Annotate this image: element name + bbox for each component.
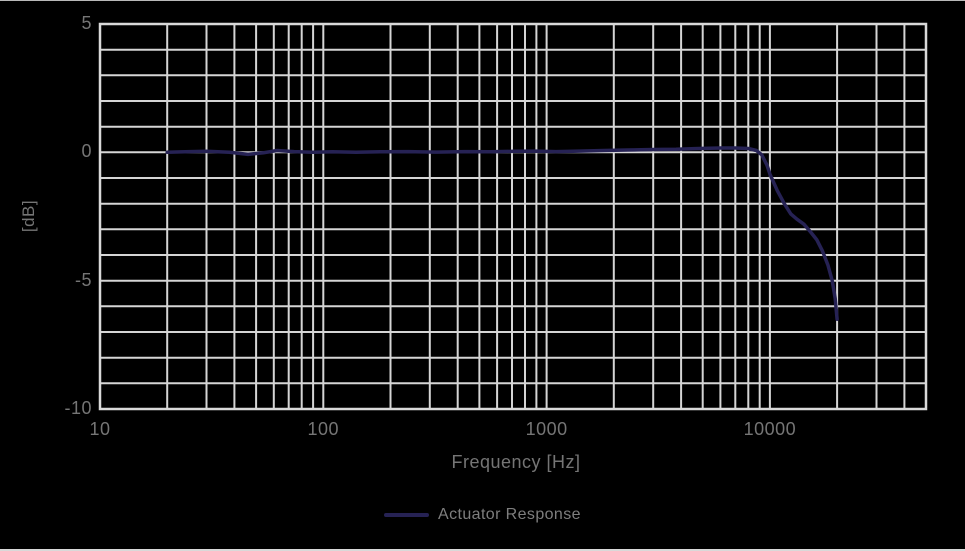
y-tick-label: -5	[74, 269, 92, 290]
legend: Actuator Response	[0, 506, 965, 524]
top-border-line	[0, 0, 965, 1]
y-tick-label: 0	[81, 141, 92, 162]
x-tick-label: 10000	[743, 419, 797, 439]
x-tick-label: 1000	[525, 419, 568, 439]
x-axis-title: Frequency [Hz]	[451, 452, 581, 472]
series-line	[165, 146, 839, 321]
x-tick-label: 10	[89, 419, 111, 439]
legend-line-swatch	[384, 513, 430, 517]
legend-label: Actuator Response	[438, 506, 581, 523]
bottom-border-line	[0, 549, 965, 551]
y-tick-label: 5	[81, 13, 92, 34]
x-tick-label: 100	[307, 419, 340, 439]
y-tick-label: -10	[64, 398, 92, 419]
y-axis-title: [dB]	[19, 199, 38, 233]
